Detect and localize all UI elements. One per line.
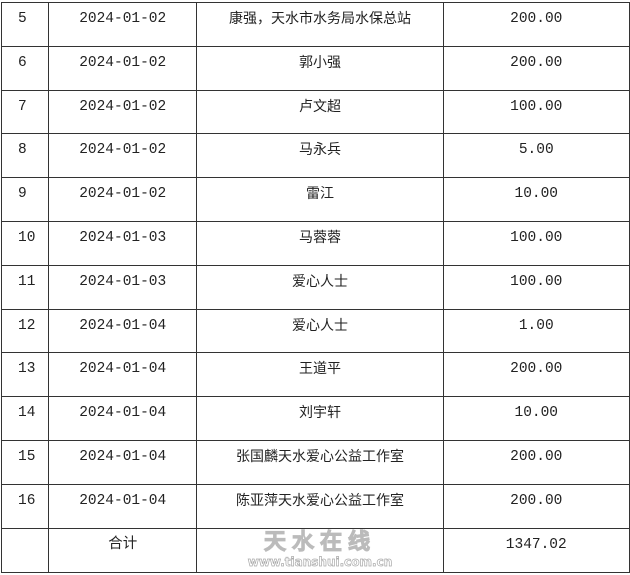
row-number: 12 (18, 317, 36, 334)
row-date: 2024-01-03 (79, 229, 167, 246)
row-number: 6 (18, 54, 27, 71)
table-row: 13 2024-01-04 王道平 200.00 (1, 352, 630, 398)
row-date: 2024-01-04 (79, 448, 167, 465)
row-date: 2024-01-04 (79, 492, 167, 509)
table-row: 8 2024-01-02 马永兵 5.00 (1, 133, 630, 179)
row-donor: 爱心人士 (291, 317, 348, 334)
table-row: 16 2024-01-04 陈亚萍天水爱心公益工作室 200.00 (1, 483, 630, 529)
row-donor: 刘宇轩 (298, 405, 341, 422)
row-date: 2024-01-02 (79, 142, 167, 159)
row-amount: 10.00 (514, 186, 559, 203)
row-amount: 200.00 (510, 448, 563, 465)
row-donor: 张国麟天水爱心公益工作室 (235, 448, 404, 465)
total-label: 合计 (108, 536, 138, 553)
row-amount: 1.00 (518, 317, 554, 334)
row-number: 13 (18, 361, 36, 378)
total-row: 合计 1347.02 (1, 527, 630, 573)
row-donor: 爱心人士 (291, 273, 348, 290)
row-amount: 100.00 (510, 98, 563, 115)
row-number: 9 (18, 186, 27, 203)
row-amount: 200.00 (510, 54, 563, 71)
row-donor: 雷江 (305, 186, 334, 203)
row-amount: 5.00 (518, 142, 554, 159)
row-number: 15 (18, 448, 36, 465)
row-number: 11 (18, 273, 36, 290)
row-number: 7 (18, 98, 27, 115)
row-date: 2024-01-04 (79, 405, 167, 422)
table-row: 14 2024-01-04 刘宇轩 10.00 (1, 396, 630, 441)
table-row: 5 2024-01-02 康强，天水市水务局水保总站 200.00 (1, 2, 630, 47)
table-row: 9 2024-01-02 雷江 10.00 (1, 177, 630, 222)
table-row: 10 2024-01-03 马蓉蓉 100.00 (1, 220, 630, 266)
row-number: 5 (18, 11, 27, 27)
table-row: 6 2024-01-02 郭小强 200.00 (1, 45, 630, 91)
row-donor: 陈亚萍天水爱心公益工作室 (235, 492, 404, 509)
row-date: 2024-01-02 (79, 11, 167, 27)
row-donor: 王道平 (298, 361, 341, 378)
row-donor: 康强，天水市水务局水保总站 (228, 11, 411, 27)
table-row: 11 2024-01-03 爱心人士 100.00 (1, 264, 630, 310)
row-donor: 马永兵 (298, 142, 341, 159)
row-amount: 200.00 (510, 492, 563, 509)
row-amount: 200.00 (510, 11, 563, 27)
row-date: 2024-01-04 (79, 317, 167, 334)
row-donor: 马蓉蓉 (298, 229, 341, 246)
row-date: 2024-01-02 (79, 98, 167, 115)
total-amount: 1347.02 (505, 536, 567, 553)
row-number: 14 (18, 405, 36, 422)
row-date: 2024-01-03 (79, 273, 167, 290)
row-donor: 卢文超 (298, 98, 341, 115)
table-row: 12 2024-01-04 爱心人士 1.00 (1, 308, 630, 354)
row-amount: 10.00 (514, 405, 559, 422)
row-number: 8 (18, 142, 27, 159)
row-number: 10 (18, 229, 36, 246)
row-amount: 100.00 (510, 273, 563, 290)
row-donor: 郭小强 (298, 54, 341, 71)
row-date: 2024-01-02 (79, 54, 167, 71)
table-row: 7 2024-01-02 卢文超 100.00 (1, 89, 630, 135)
table-row: 15 2024-01-04 张国麟天水爱心公益工作室 200.00 (1, 439, 630, 485)
row-date: 2024-01-04 (79, 361, 167, 378)
row-number: 16 (18, 492, 36, 509)
row-amount: 200.00 (510, 361, 563, 378)
row-amount: 100.00 (510, 229, 563, 246)
row-date: 2024-01-02 (79, 186, 167, 203)
